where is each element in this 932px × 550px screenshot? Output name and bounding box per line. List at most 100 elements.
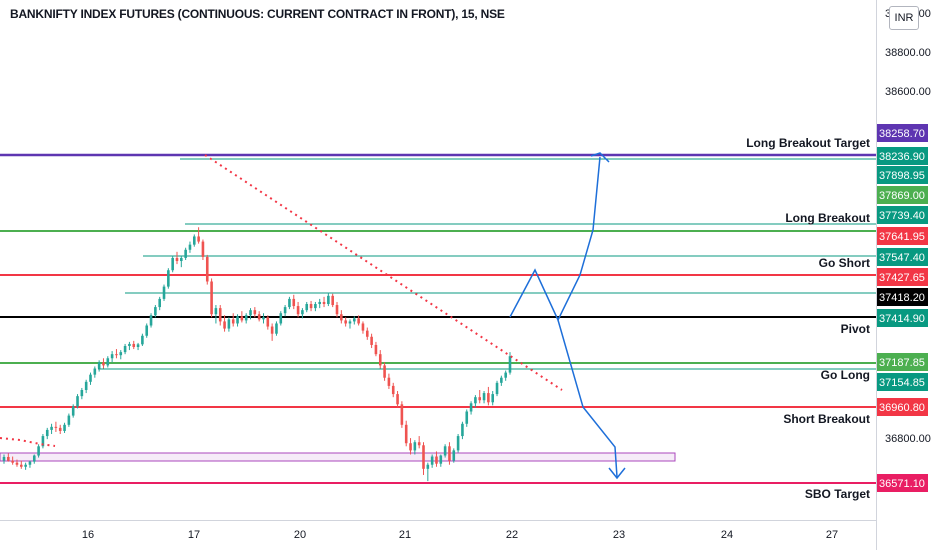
price-tag-box [877, 206, 928, 224]
candle-body [28, 461, 32, 465]
price-tag: 37869.00 [877, 186, 928, 204]
candle-body [11, 460, 14, 463]
candle-body [205, 256, 209, 282]
candle-body [361, 323, 365, 331]
candle-body [435, 456, 438, 464]
x-tick-label: 22 [506, 529, 518, 541]
price-tag: 37547.40 [877, 248, 928, 266]
candle-body [171, 257, 174, 271]
price-tag: 37427.65 [877, 268, 928, 286]
price-tag-text: 37898.95 [879, 170, 925, 182]
price-tag: 37414.90 [877, 309, 928, 327]
price-tag-text: 37869.00 [879, 190, 925, 202]
price-tag: 36571.10 [877, 474, 928, 492]
candle-body [400, 404, 404, 425]
currency-badge[interactable]: INR [889, 6, 919, 30]
support-zone-box [0, 452, 676, 462]
y-tick-label: 38600.00 [885, 86, 931, 98]
candle-body [504, 372, 507, 378]
price-tag-text: 36960.80 [879, 402, 925, 414]
projection-arrow-up [590, 152, 610, 163]
candle-body [119, 352, 123, 356]
candles-group [2, 227, 512, 482]
price-tag-text: 37418.20 [879, 292, 925, 304]
price-tag: 37187.85 [877, 353, 928, 371]
candle-body [309, 304, 313, 309]
candle-body [249, 310, 252, 316]
candle-body [487, 393, 490, 403]
price-tag: 37739.40 [877, 206, 928, 224]
candle-body [102, 362, 105, 366]
price-tag-box [877, 227, 928, 245]
candle-body [500, 377, 503, 383]
candle-body [305, 304, 309, 311]
price-tag-box [877, 124, 928, 142]
candle-body [236, 316, 239, 324]
price-tag-box [877, 166, 928, 184]
x-tick-label: 20 [294, 529, 306, 541]
candle-body [63, 424, 66, 431]
candle-body [76, 396, 79, 407]
candle-body [348, 321, 352, 324]
candle-body [335, 305, 339, 315]
candle-body [15, 462, 19, 465]
candle-body [474, 397, 477, 404]
price-tag-text: 37641.95 [879, 231, 925, 243]
candle-body [67, 415, 71, 425]
candle-body [128, 343, 131, 346]
x-tick-label: 17 [188, 529, 200, 541]
candle-body [54, 426, 58, 428]
candle-body [231, 319, 235, 324]
level-label: Go Short [819, 256, 870, 270]
price-tag-box [877, 268, 928, 286]
candle-body [158, 298, 161, 308]
level-label: Short Breakout [783, 412, 870, 426]
candle-body [197, 236, 200, 242]
projection-arrow-down [608, 467, 626, 480]
candle-body [132, 343, 136, 348]
candle-body [188, 244, 192, 250]
candle-body [210, 281, 213, 315]
candle-body [374, 344, 378, 355]
candle-body [20, 464, 23, 467]
candle-body [50, 426, 53, 430]
projection-path-up [509, 156, 601, 322]
price-tag-text: 37187.85 [879, 357, 925, 369]
candle-body [465, 411, 469, 424]
candle-body [413, 442, 417, 451]
candle-body [283, 307, 287, 314]
candle-body [478, 397, 482, 401]
candle-body [218, 308, 222, 322]
candle-body [262, 317, 265, 320]
small-trendline [0, 437, 56, 447]
price-tag-text: 38236.90 [879, 151, 925, 163]
price-tag-box [877, 147, 928, 165]
level-label: Long Breakout [785, 211, 870, 225]
candle-body [58, 427, 62, 431]
candle-body [482, 393, 486, 401]
candle-body [508, 356, 512, 373]
candle-body [37, 446, 40, 456]
price-tag: 37641.95 [877, 227, 928, 245]
candle-body [296, 306, 300, 315]
price-tag-box [877, 309, 928, 327]
candle-body [110, 354, 114, 359]
price-tag: 37898.95 [877, 166, 928, 184]
level-label: SBO Target [805, 487, 870, 501]
candle-body [344, 320, 347, 324]
price-tag-box [877, 373, 928, 391]
candle-body [115, 354, 118, 356]
x-tick-label: 21 [399, 529, 411, 541]
candle-body [7, 456, 10, 461]
candle-body [357, 318, 360, 324]
candle-body [240, 316, 244, 321]
price-tag-box [877, 353, 928, 371]
candle-body [275, 323, 278, 334]
candle-body [149, 315, 153, 326]
candle-body [106, 358, 110, 366]
price-tag: 38258.70 [877, 124, 928, 142]
candle-body [253, 310, 257, 315]
chart-title: BANKNIFTY INDEX FUTURES (CONTINUOUS: CUR… [10, 7, 505, 21]
